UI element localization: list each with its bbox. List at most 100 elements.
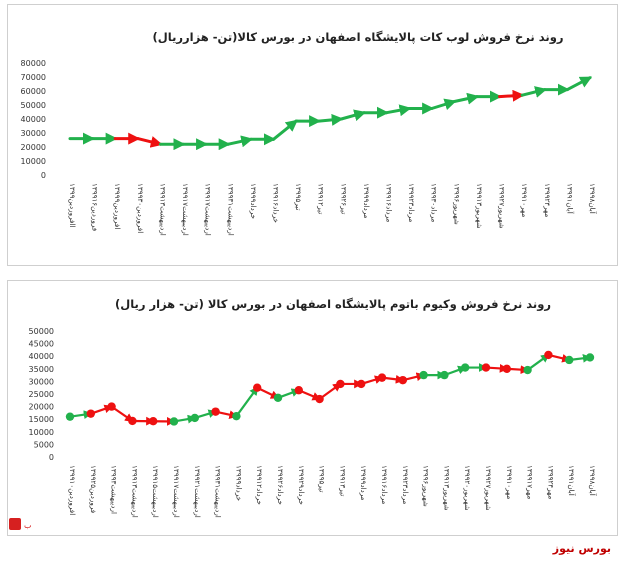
chart2-point	[585, 353, 595, 362]
chart1-x-tick-label: ۱۳۹۹مرداد۱۶	[385, 183, 394, 223]
chart1-x-tick-label: ۱۳۹۹خرداد۱۶	[271, 183, 280, 223]
chart2-x-tick-label: ۱۳۹۹شهریور۱۳	[442, 465, 451, 511]
chart1-y-tick-label: 20000	[21, 143, 46, 152]
chart2-y-tick-label: 50000	[29, 327, 54, 336]
chart1-y-tick-label: 0	[41, 171, 46, 180]
chart2-x-tick-label: ۱۳۹۹خرداد۲۹	[297, 465, 306, 505]
chart2-y-tick-label: 45000	[29, 340, 54, 349]
footer-source: بورس نیوز	[552, 542, 611, 555]
chart2-x-tick-label: ۱۳۹۹شهریور۲۷	[484, 465, 493, 511]
chart1-y-tick-label: 70000	[21, 73, 46, 82]
chart2-point	[336, 379, 345, 389]
chart2-x-tick-label: ۱۳۹۹اردیبهشت۱۵	[151, 465, 160, 518]
chart2-x-tick-label: ۱۳۹۹آبان۱	[567, 465, 577, 497]
chart2-point	[523, 365, 532, 375]
chart2-point	[65, 412, 75, 421]
chart2-x-tick-label: ۱۳۹۹اردیبهشت۳۱	[214, 465, 223, 518]
chart1-x-tick-label: ۱۳۹۹خرداد۹	[249, 183, 258, 219]
chart1-y-tick-label: 50000	[21, 101, 46, 110]
chart1-y-tick-label: 30000	[21, 129, 46, 138]
chart2-point	[419, 370, 428, 380]
chart2-point	[86, 409, 96, 418]
chart2-segment	[235, 386, 259, 418]
chart1-x-tick-label: ۱۳۹۹شهریور۲۷	[498, 183, 507, 229]
chart2-y-tick-label: 40000	[29, 352, 54, 361]
chart2-x-tick-label: ۱۳۹۹اردیبهشت۱۷	[172, 465, 181, 518]
chart2-x-tick-label: ۱۳۹۹مهر۱۷	[526, 465, 535, 499]
chart1-segment	[136, 136, 163, 148]
chart1-x-tick-label: ۱۳۹۹مرداد۹	[362, 183, 371, 219]
chart2-x-tick-label: ۱۳۹۹اردیبهشت۲۱	[193, 465, 202, 518]
chart2-x-tick-label: ۱۳۹۹خرداد۱۲	[255, 465, 264, 505]
chart-panel-lube-cut: روند نرخ فروش لوب کات پالایشگاه اصفهان د…	[7, 4, 618, 266]
chart2-point	[481, 363, 491, 372]
chart2-x-tick-label: ۱۳۹۹افروردین۱۰	[68, 465, 77, 515]
chart2-point	[565, 355, 574, 365]
chart2-x-tick-label: ۱۳۹۹مرداد۹	[359, 465, 368, 501]
chart2-x-tick-label: ۱۳۹۹شهریور۲۰	[463, 465, 472, 511]
chart2-x-tick-label: ۱۳۹۹مرداد۲۳	[401, 465, 410, 505]
chart1-segment	[385, 104, 412, 117]
chart1-x-tick-label: ۱۳۹۹مرداد۲۳	[407, 183, 416, 223]
chart2-y-tick-label: 15000	[29, 415, 54, 424]
chart1-x-tick-label: ۱۳۹۹مهر۲۴	[543, 183, 552, 217]
chart1-x-tick-label: ۱۳۹۹افروردین۳۰	[136, 183, 145, 233]
chart2-point	[190, 413, 199, 423]
chart1-title: روند نرخ فروش لوب کات پالایشگاه اصفهان د…	[153, 30, 564, 45]
chart1-y-tick-label: 80000	[21, 59, 46, 68]
chart2-point	[544, 350, 553, 360]
svg-text:ب: ب	[24, 521, 32, 530]
chart1-x-tick-label: ۱۳۹۹تیر۱۲	[317, 183, 326, 214]
chart2-y-tick-label: 25000	[29, 390, 54, 399]
chart2-point	[398, 375, 407, 385]
chart2-segment	[526, 353, 550, 372]
chart2-segment	[110, 405, 134, 423]
chart1-x-tick-label: ۱۳۹۹اردیبهشت۱۳	[158, 183, 167, 236]
chart2-y-tick-label: 20000	[29, 403, 54, 412]
chart2-x-tick-label: ۱۳۹۹اردیبهشت۳	[110, 465, 119, 514]
chart2-x-tick-label: ۱۳۹۹تیر۵	[318, 465, 327, 492]
chart1-y-tick-label: 10000	[21, 157, 46, 166]
chart2-x-tick-label: ۱۳۹۹خرداد۲۶	[276, 465, 285, 505]
chart1-segment	[498, 89, 525, 102]
chart2-y-tick-label: 30000	[29, 377, 54, 386]
chart1-x-tick-label: ۱۳۹۹تیر۵	[294, 183, 303, 210]
chart1-segment	[271, 119, 298, 141]
chart1-x-tick-label: ۱۳۹۹مرداد۳۰	[430, 183, 439, 223]
chart1-segment	[565, 76, 593, 92]
chart1-y-tick-label: 40000	[21, 115, 46, 124]
chart2-x-tick-label: ۱۳۹۹مهر۲۴	[546, 465, 555, 499]
chart2-y-tick-label: 5000	[34, 440, 54, 449]
chart1-x-tick-label: ۱۳۹۹اردیبهشت۱۷	[181, 183, 190, 236]
chart1-x-tick-label: ۱۳۹۹اافروردین	[68, 183, 77, 227]
chart2-point	[253, 383, 262, 392]
chart2-y-tick-label: 0	[49, 453, 54, 462]
chart2-title: روند نرخ فروش وکیوم باتوم پالایشگاه اصفه…	[115, 297, 551, 312]
chart2-segment	[318, 382, 342, 401]
chart1-x-tick-label: ۱۳۹۹اردیبهشت۳۱	[226, 183, 235, 236]
chart1-x-tick-label: ۱۳۹۹مهر۱۰	[520, 183, 529, 217]
bourse-news-logo-icon: ب	[9, 512, 53, 536]
chart2-point	[502, 364, 511, 373]
chart1-y-tick-label: 60000	[21, 87, 46, 96]
chart1-x-tick-label: ۱۳۹۹آبان۸	[588, 183, 598, 215]
chart2-x-tick-label: ۱۳۹۹تیر۱۳	[338, 465, 347, 496]
chart2-x-tick-label: ۱۳۹۹آبان۸	[588, 465, 598, 497]
chart1-x-tick-label: ۱۳۹۹تیر۲۶	[339, 183, 348, 214]
chart1-segment	[520, 86, 548, 98]
chart2-point	[294, 386, 303, 395]
chart2-point	[461, 363, 470, 372]
chart2-point	[128, 416, 137, 426]
chart1-segment	[452, 92, 480, 105]
chart2-x-tick-label: ۱۳۹۹خرداد۹	[234, 465, 243, 501]
chart2-point	[211, 407, 220, 416]
chart1-x-tick-label: ۱۳۹۹فروردین۱۶	[91, 183, 100, 231]
chart2-point	[149, 417, 158, 426]
chart-vacuum-bottom: روند نرخ فروش وکیوم باتوم پالایشگاه اصفه…	[29, 297, 598, 518]
chart-lube-cut: روند نرخ فروش لوب کات پالایشگاه اصفهان د…	[21, 30, 598, 236]
chart1-segment	[226, 135, 254, 148]
chart2-x-tick-label: ۱۳۹۹مرداد۱۶	[380, 465, 389, 505]
chart2-x-tick-label: ۱۳۹۹فروردین۲۵	[89, 465, 98, 513]
chart1-x-tick-label: ۱۳۹۹آبان۱	[565, 183, 575, 215]
chart2-point	[107, 402, 116, 411]
